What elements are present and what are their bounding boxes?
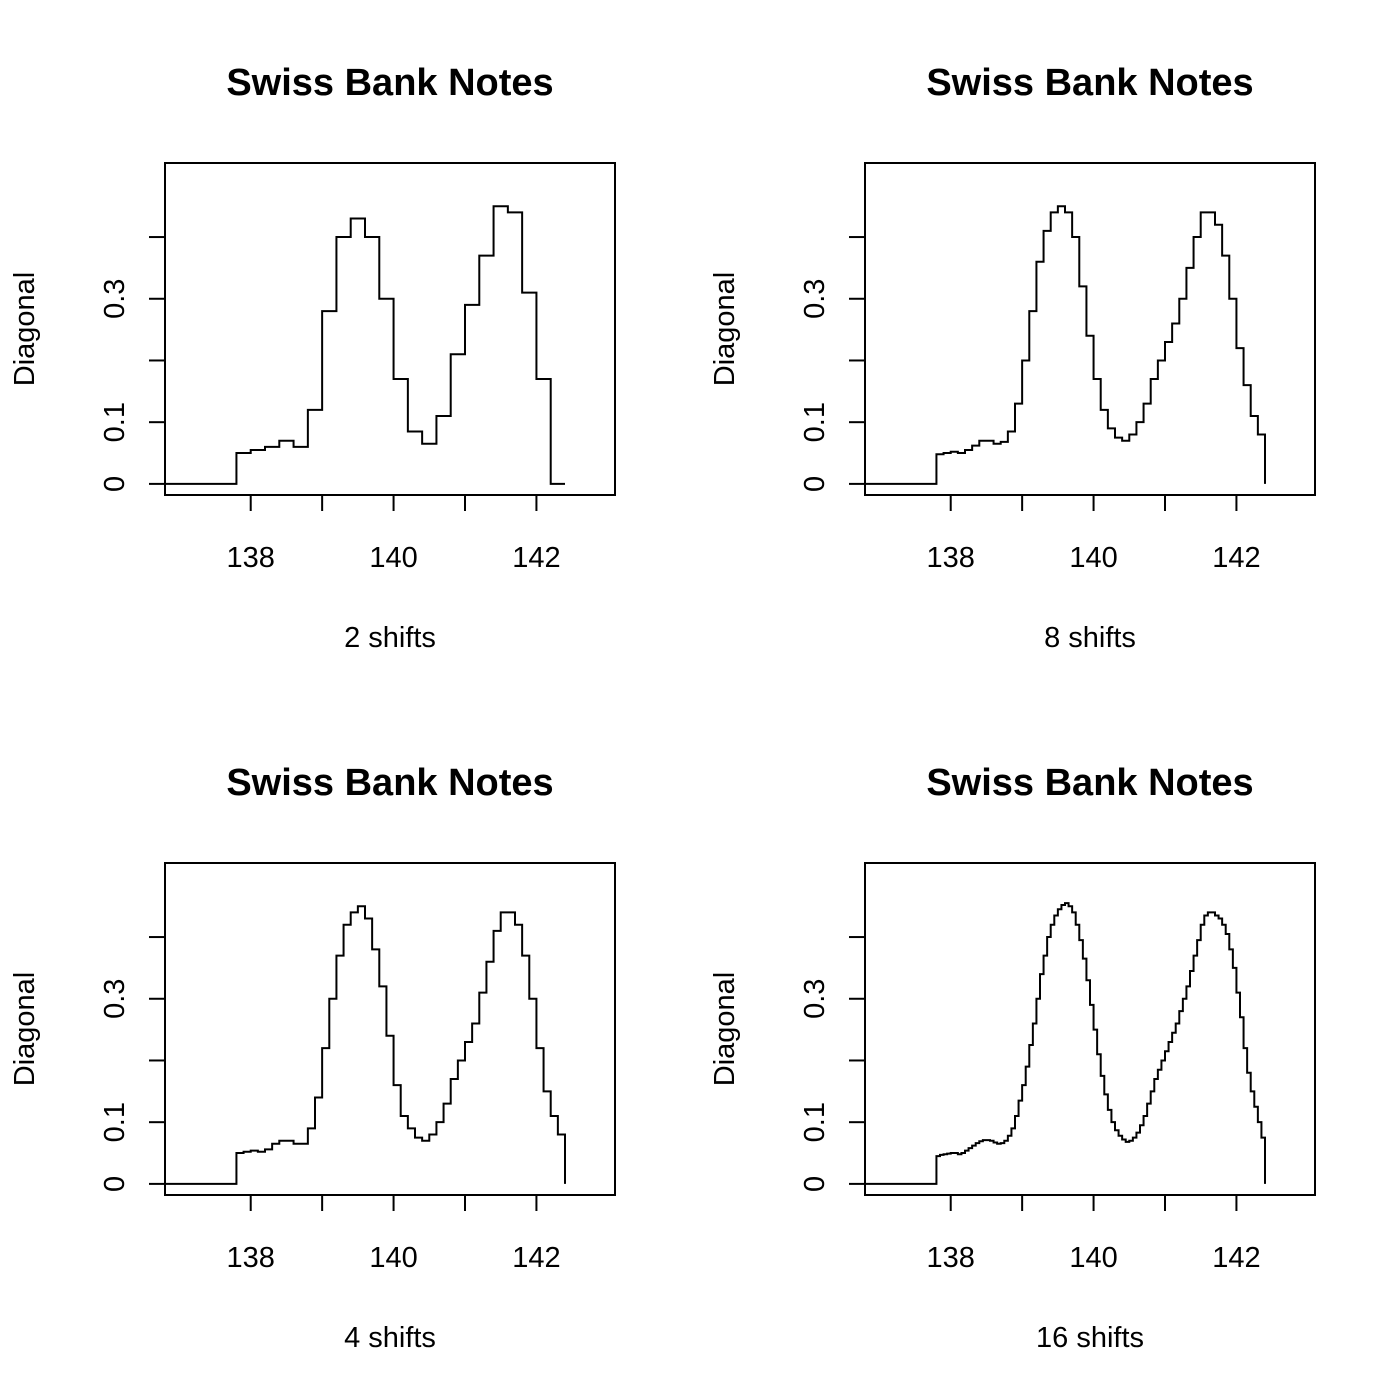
x-tick-label: 140: [1069, 1242, 1117, 1274]
x-tick-label: 142: [512, 542, 560, 574]
x-axis: 138 140 142: [227, 495, 561, 574]
chart-panel-1: Swiss Bank Notes 138 140 142 2 shifts 0 0.1 0.3…: [9, 62, 616, 654]
y-tick-label: 0.1: [799, 402, 831, 442]
chart-title: Swiss Bank Notes: [926, 762, 1253, 804]
x-tick-label: 138: [927, 1242, 975, 1274]
y-axis: 0 0.1 0.3: [799, 936, 865, 1192]
y-tick-label: 0: [799, 1176, 831, 1192]
x-tick-label: 138: [227, 1242, 275, 1274]
y-tick-label: 0.1: [99, 1102, 131, 1142]
y-tick-label: 0.3: [99, 279, 131, 319]
y-tick-label: 0.3: [799, 279, 831, 319]
x-axis: 138 140 142: [227, 1195, 561, 1274]
density-step-line: [165, 205, 565, 485]
x-axis-label: 2 shifts: [344, 622, 436, 654]
x-tick-label: 138: [227, 542, 275, 574]
y-tick-label: 0.1: [99, 402, 131, 442]
x-tick-label: 140: [369, 1242, 417, 1274]
density-step-line: [865, 902, 1266, 1185]
y-axis-label: Diagonal: [9, 272, 41, 386]
x-axis: 138 140 142: [927, 1195, 1261, 1274]
chart-panel-4: Swiss Bank Notes 138 140 142 16 shifts 0 0.1 0.…: [709, 762, 1316, 1354]
density-step-line: [165, 905, 566, 1185]
x-tick-label: 140: [369, 542, 417, 574]
chart-panel-2: Swiss Bank Notes 138 140 142 8 shifts 0 0.1 0.3…: [709, 62, 1316, 654]
plot-frame: [864, 162, 1316, 496]
y-tick-label: 0.3: [99, 979, 131, 1019]
x-axis-label: 8 shifts: [1044, 622, 1136, 654]
y-axis: 0 0.1 0.3: [99, 236, 165, 492]
y-tick-label: 0.3: [799, 979, 831, 1019]
y-axis: 0 0.1 0.3: [799, 236, 865, 492]
chart-title: Swiss Bank Notes: [926, 62, 1253, 104]
y-tick-label: 0: [799, 476, 831, 492]
y-axis-label: Diagonal: [709, 972, 741, 1086]
x-axis-label: 16 shifts: [1036, 1322, 1144, 1354]
plot-frame: [164, 162, 616, 496]
x-tick-label: 142: [1212, 542, 1260, 574]
plot-frame: [164, 862, 616, 1196]
y-tick-label: 0.1: [799, 1102, 831, 1142]
chart-panel-3: Swiss Bank Notes 138 140 142 4 shifts 0 0.1 0.3…: [9, 762, 616, 1354]
density-step-line: [865, 205, 1266, 485]
x-axis-label: 4 shifts: [344, 1322, 436, 1354]
y-tick-label: 0: [99, 476, 131, 492]
x-tick-label: 142: [512, 1242, 560, 1274]
chart-title: Swiss Bank Notes: [226, 762, 553, 804]
x-axis: 138 140 142: [927, 495, 1261, 574]
plot-frame: [864, 862, 1316, 1196]
y-tick-label: 0: [99, 1176, 131, 1192]
y-axis: 0 0.1 0.3: [99, 936, 165, 1192]
chart-title: Swiss Bank Notes: [226, 62, 553, 104]
y-axis-label: Diagonal: [709, 272, 741, 386]
x-tick-label: 138: [927, 542, 975, 574]
y-axis-label: Diagonal: [9, 972, 41, 1086]
x-tick-label: 142: [1212, 1242, 1260, 1274]
x-tick-label: 140: [1069, 542, 1117, 574]
